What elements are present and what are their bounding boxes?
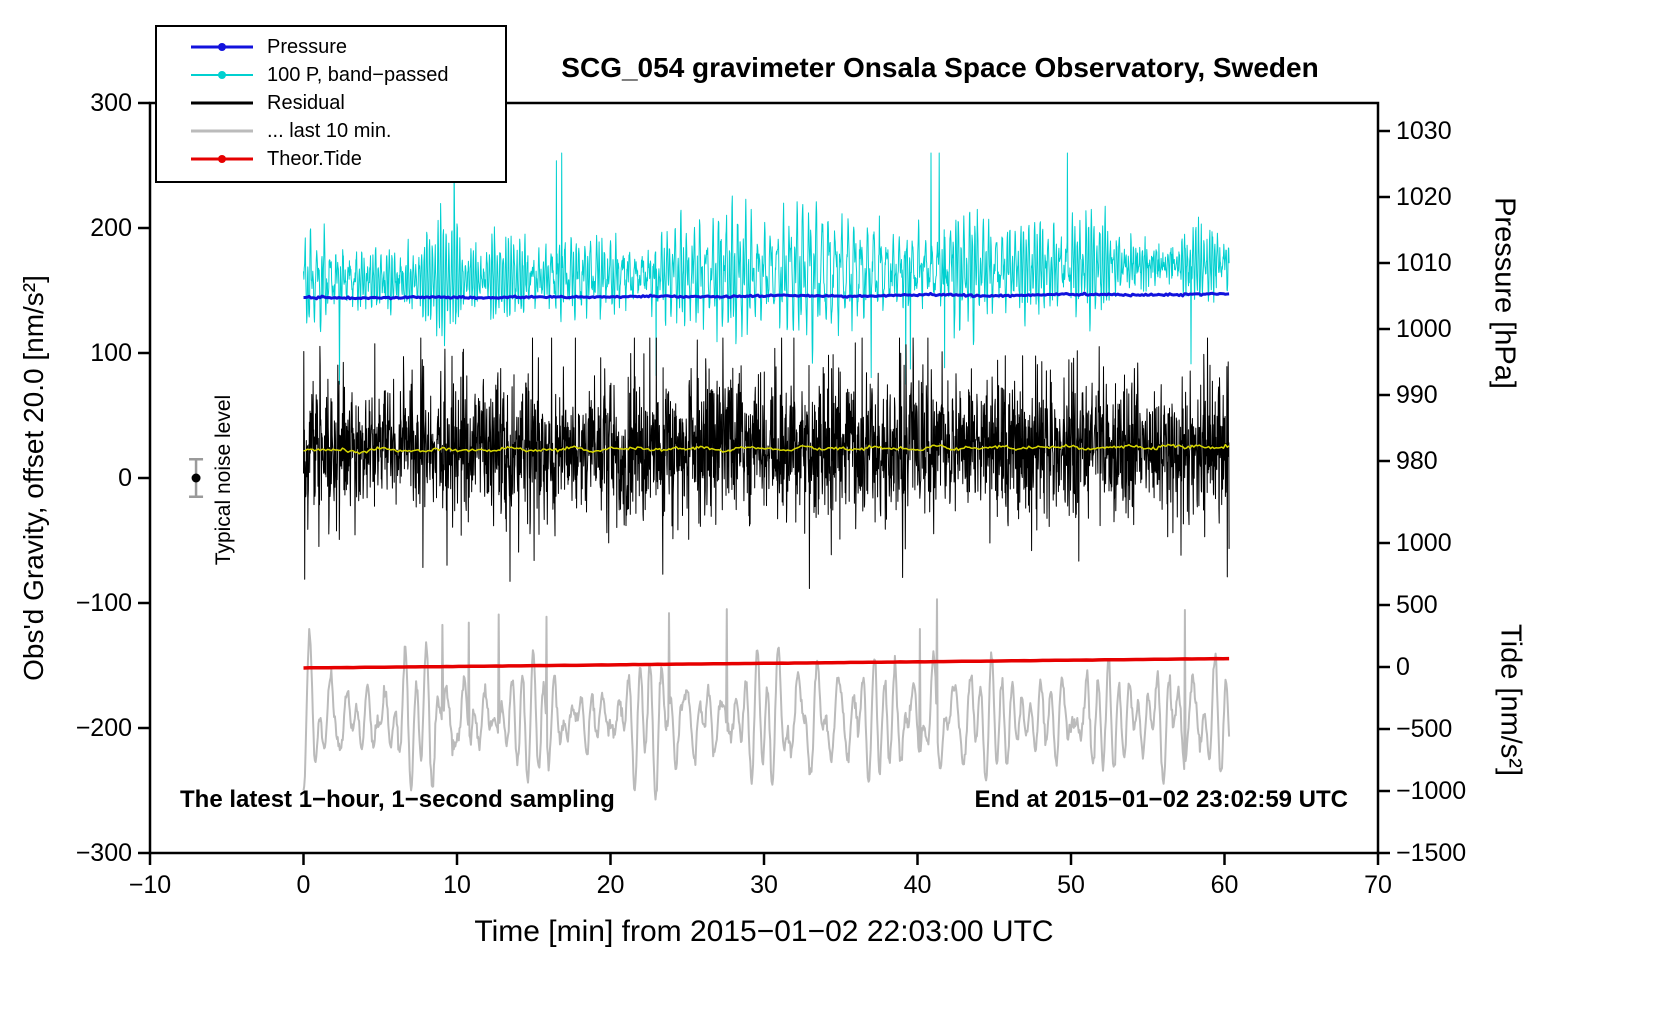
sampling-note: The latest 1−hour, 1−second sampling: [180, 786, 615, 813]
legend-item: ... last 10 min.: [157, 117, 505, 145]
y-tick-label-tide: −500: [1396, 715, 1452, 743]
legend-line-sample: [191, 42, 253, 52]
end-time-note: End at 2015−01−02 23:02:59 UTC: [974, 786, 1348, 813]
y-tick-label-pressure: 1020: [1396, 183, 1452, 211]
chart-title: SCG_054 gravimeter Onsala Space Observat…: [561, 52, 1319, 83]
legend-marker-dot: [218, 155, 226, 163]
y-tick-label-gravity: 200: [90, 214, 132, 242]
y-tick-label-tide: −1000: [1396, 777, 1466, 805]
noise-marker-dot: [191, 473, 201, 483]
y-axis-label-pressure: Pressure [hPa]: [1488, 197, 1521, 389]
y-tick-label-tide: 1000: [1396, 529, 1452, 557]
legend-item: Theor.Tide: [157, 145, 505, 173]
legend-item: 100 P, band−passed: [157, 61, 505, 89]
legend-label: 100 P, band−passed: [267, 63, 449, 86]
y-tick-label-tide: −1500: [1396, 839, 1466, 867]
residual-line: [303, 337, 1230, 589]
noise-level-label: Typical noise level: [212, 394, 235, 566]
y-tick-label-pressure: 990: [1396, 381, 1438, 409]
smoothed-residual-line: [303, 443, 1230, 455]
y-tick-label-gravity: 0: [118, 464, 132, 492]
legend-line-sample: [191, 154, 253, 164]
pressure-line: [303, 291, 1230, 301]
legend-marker-dot: [218, 71, 226, 79]
y-tick-label-pressure: 1010: [1396, 249, 1452, 277]
legend-line-sample: [191, 126, 253, 136]
legend: Pressure 100 P, band−passed Residual ... la…: [155, 25, 507, 183]
legend-marker-dot: [218, 43, 226, 51]
y-axis-label-gravity: Obs'd Gravity, offset 20.0 [nm/s²]: [18, 275, 49, 681]
legend-item: Residual: [157, 89, 505, 117]
x-axis-label: Time [min] from 2015−01−02 22:03:00 UTC: [474, 915, 1054, 948]
legend-label: Residual: [267, 91, 345, 114]
y-tick-label-gravity: −100: [76, 589, 132, 617]
x-tick-label: 60: [1211, 871, 1239, 899]
bandpassed-line: [303, 152, 1230, 385]
y-tick-label-tide: 500: [1396, 591, 1438, 619]
y-tick-label-pressure: 1030: [1396, 117, 1452, 145]
last10min-line: [302, 598, 1231, 801]
legend-item: Pressure: [157, 33, 505, 61]
y-tick-label-gravity: 100: [90, 339, 132, 367]
x-tick-label: 30: [750, 871, 778, 899]
x-tick-label: 10: [443, 871, 471, 899]
x-tick-label: 20: [597, 871, 625, 899]
legend-line-sample: [191, 70, 253, 80]
y-tick-label-gravity: 300: [90, 89, 132, 117]
x-tick-label: 70: [1364, 871, 1392, 899]
y-tick-label-pressure: 1000: [1396, 315, 1452, 343]
legend-line: [191, 101, 253, 105]
y-tick-label-gravity: −200: [76, 714, 132, 742]
y-tick-label-gravity: −300: [76, 839, 132, 867]
y-axis-label-tide: Tide [nm/s²]: [1494, 623, 1527, 777]
x-tick-label: 40: [904, 871, 932, 899]
x-tick-label: 50: [1057, 871, 1085, 899]
legend-line-sample: [191, 98, 253, 108]
legend-label: Theor.Tide: [267, 147, 362, 170]
y-tick-label-tide: 0: [1396, 653, 1410, 681]
tide-line: [303, 656, 1230, 670]
x-tick-label: −10: [129, 871, 171, 899]
y-tick-label-pressure: 980: [1396, 447, 1438, 475]
legend-label: Pressure: [267, 35, 348, 58]
legend-label: ... last 10 min.: [267, 119, 392, 142]
legend-line: [191, 129, 253, 133]
x-tick-label: 0: [297, 871, 311, 899]
